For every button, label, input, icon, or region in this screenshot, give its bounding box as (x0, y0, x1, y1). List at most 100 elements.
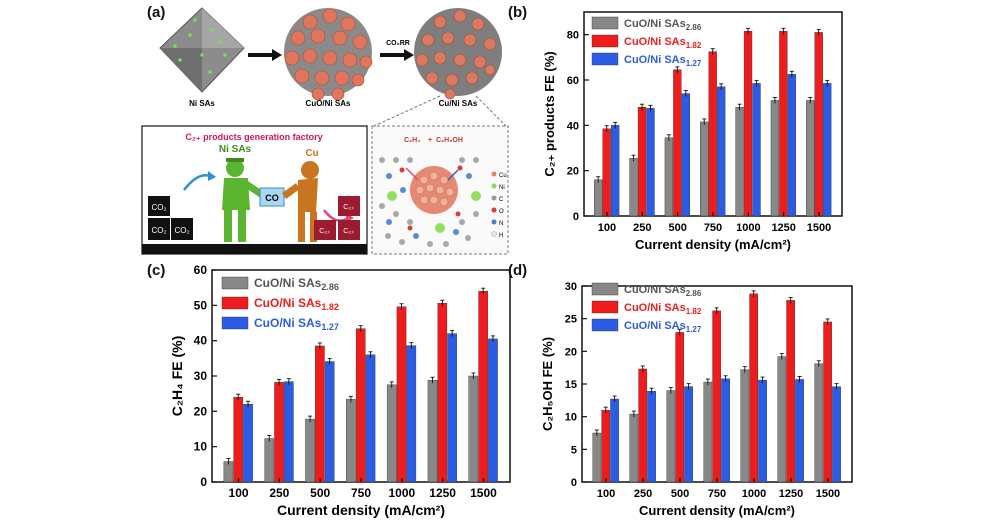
bar (770, 100, 780, 217)
bar (638, 368, 648, 483)
legend-label: CuO/Ni SAs1.82 (624, 36, 702, 50)
co2-label: CO₂ (151, 203, 166, 212)
x-tick-label: 1500 (816, 488, 840, 500)
x-axis-title: Current density (mA/cm²) (639, 503, 795, 518)
cu-worker-label: Cu (305, 148, 318, 159)
bar (601, 409, 611, 483)
co-box (259, 187, 285, 207)
legend-label: CuO/Ni SAs1.82 (254, 296, 339, 312)
y-tick-label: 0 (573, 211, 579, 223)
x-tick-label: 100 (229, 486, 249, 500)
y-axis-title: C₂₊ products FE (%) (542, 51, 557, 176)
bar (611, 125, 620, 217)
x-tick-label: 500 (671, 488, 689, 500)
legend-h: H (499, 233, 503, 239)
bar (284, 381, 294, 483)
bar (233, 396, 244, 483)
cu-worker-figure (281, 161, 319, 242)
legend-swatch (591, 16, 619, 30)
legend-label: CuO/Ni SAs2.86 (624, 18, 702, 32)
bar (752, 83, 761, 217)
bar (447, 333, 457, 483)
c2-label: C₂₊ (319, 228, 331, 235)
y-tick-label: 60 (194, 263, 208, 277)
x-tick-label: 1250 (771, 222, 795, 234)
bar (700, 121, 709, 217)
curved-arrow-icon (183, 174, 211, 191)
bar (223, 461, 234, 483)
ni-sas-particle (159, 7, 245, 93)
bar (637, 106, 647, 217)
legend-label: CuO/Ni SAs2.86 (254, 276, 339, 292)
x-axis-title: Current density (mA/cm²) (277, 502, 445, 518)
y-tick-label: 10 (194, 440, 208, 454)
caption-ni-sas: Ni SAs (189, 99, 215, 108)
panel-d-label: (d) (508, 262, 528, 279)
caption-cu-ni-sas: Cu/Ni SAs (439, 99, 478, 108)
chart-c2h5oh-fe: 0 5 10 15 20 25 30 100 250 500 750 1000 1250 1500 Curr… (540, 281, 853, 518)
bar (592, 432, 602, 483)
bar (478, 291, 488, 483)
x-tick-label: 750 (351, 486, 371, 500)
legend-label: CuO/Ni SAs1.82 (624, 302, 702, 316)
bar (740, 369, 750, 483)
x-axis-title: Current density (mA/cm²) (635, 237, 791, 252)
x-tick-label: 250 (269, 486, 289, 500)
bar (594, 179, 603, 217)
bar (814, 32, 823, 217)
bar (355, 328, 366, 483)
y-tick-label: 40 (567, 120, 579, 132)
bar (786, 300, 796, 483)
y-tick-label: 60 (567, 75, 579, 87)
bar (743, 31, 753, 217)
bar (795, 379, 804, 483)
co2-label: CO₂ (151, 226, 166, 235)
y-tick-label: 20 (565, 346, 577, 358)
legend-swatch (591, 318, 619, 332)
bar (758, 379, 767, 483)
bar (823, 321, 832, 483)
y-tick-label: 5 (571, 444, 577, 456)
legend-label: CuO/Ni SAs1.27 (624, 320, 702, 334)
panel-b-label: (b) (508, 4, 528, 21)
bar (365, 354, 376, 483)
c2h5oh-formula: C₂H₅OH (436, 137, 463, 144)
x-tick-label: 1000 (742, 488, 766, 500)
bar (488, 338, 498, 483)
bar (806, 100, 815, 217)
bar (749, 293, 759, 483)
c2h4-formula: C₂H₄ (404, 137, 421, 144)
y-tick-label: 50 (194, 298, 208, 312)
co2rr-label: CO₂RR (386, 40, 410, 47)
x-tick-label: 750 (708, 488, 726, 500)
x-tick-label: 500 (668, 222, 686, 234)
legend-swatch (221, 296, 249, 310)
bar (437, 303, 448, 483)
y-tick-label: 25 (565, 314, 577, 326)
cu-ni-zoom-view: C₂H₄ + C₂H₅OH (371, 125, 509, 255)
bar (673, 69, 682, 217)
x-tick-label: 1500 (807, 222, 831, 234)
bar (647, 390, 656, 483)
legend-n: N (499, 221, 503, 227)
co2-label: CO₂ (174, 226, 189, 235)
co2-boxes: CO₂ CO₂ CO₂ (148, 196, 193, 240)
legend-swatch (591, 282, 619, 296)
cuo-ni-sas-particle (284, 8, 373, 101)
panel-a-illustration: Ni SAs CuO/Ni SAs CO₂RR Cu/Ni SAs C₂₊ (141, 7, 509, 255)
y-tick-label: 0 (571, 477, 577, 489)
bar (681, 93, 690, 217)
legend-swatch (221, 316, 249, 330)
bar (243, 404, 253, 483)
plus-sign: + (428, 137, 432, 144)
bar (646, 108, 655, 217)
bar (823, 83, 832, 217)
chart-c2h4-fe: 0 10 20 30 40 50 60 100 250 500 750 1000 1250 1500 Cur… (169, 263, 511, 518)
bar (721, 378, 730, 483)
bar (717, 86, 726, 217)
bar (666, 390, 676, 483)
c2-label: C₂₊ (343, 228, 355, 235)
y-tick-label: 40 (194, 334, 208, 348)
legend-swatch (591, 52, 619, 66)
chart-c2plus-fe: 0 20 40 60 80 100 250 500 750 1000 1250 1500 Current… (542, 11, 843, 252)
